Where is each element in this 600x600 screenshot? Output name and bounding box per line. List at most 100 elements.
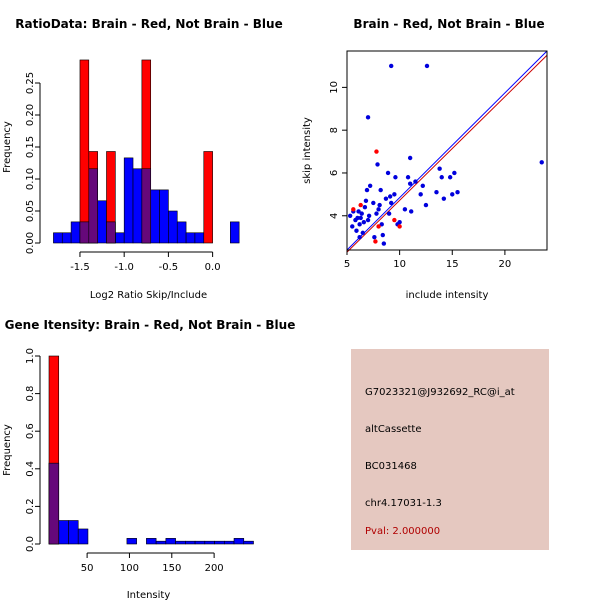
bar-not-brain	[61, 232, 72, 244]
bar-not-brain	[185, 232, 196, 244]
bar-not-brain	[58, 520, 69, 545]
point-brain	[358, 202, 363, 208]
point-not-brain	[355, 215, 360, 221]
point-not-brain	[357, 234, 362, 240]
point-not-brain	[350, 224, 355, 229]
bar-not-brain	[159, 189, 169, 244]
bar-overlap	[79, 221, 90, 244]
point-not-brain	[376, 207, 381, 212]
bar-not-brain	[68, 520, 79, 545]
x-tick-label: -1.5	[70, 262, 90, 273]
point-not-brain	[361, 219, 367, 225]
point-not-brain	[407, 155, 413, 161]
y-tick-label: 0.4	[25, 461, 36, 477]
point-not-brain	[371, 200, 376, 206]
point-not-brain	[402, 207, 408, 212]
bar-not-brain	[194, 540, 206, 545]
point-not-brain	[393, 175, 398, 180]
bar-not-brain	[204, 540, 215, 545]
point-brain	[392, 217, 397, 223]
y-tick-label: 0.15	[25, 136, 36, 158]
x-tick-label: 10	[393, 259, 406, 270]
point-not-brain	[413, 179, 418, 184]
bar-overlap	[141, 168, 152, 244]
gene-info-panel: G7023321@J932692_RC@i_at altCassette BC0…	[351, 349, 549, 550]
x-tick-label: 5	[344, 259, 350, 270]
point-not-brain	[441, 196, 447, 201]
y-axis-label: Frequency	[2, 424, 13, 476]
point-not-brain	[418, 192, 423, 197]
bar-not-brain	[115, 232, 125, 244]
bar-not-brain	[185, 540, 196, 545]
point-not-brain	[423, 202, 429, 208]
bar-brain	[79, 59, 90, 244]
bar-not-brain	[146, 538, 157, 545]
bar-not-brain	[233, 538, 245, 545]
bar-overlap	[88, 168, 98, 244]
bar-overlap	[48, 462, 60, 545]
y-tick-label: 0.10	[25, 168, 36, 190]
point-not-brain	[405, 175, 411, 180]
bar-not-brain	[165, 538, 176, 545]
point-brain	[374, 149, 379, 154]
bar-not-brain	[223, 540, 235, 545]
bar-not-brain	[53, 232, 63, 244]
point-not-brain	[365, 217, 371, 223]
point-not-brain	[387, 194, 393, 199]
point-not-brain	[424, 63, 430, 69]
x-axis-label: Log2 Ratio Skip/Include	[90, 290, 207, 301]
y-tick-label: 0.05	[25, 200, 36, 222]
point-not-brain	[378, 187, 383, 193]
probe-id: G7023321@J932692_RC@i_at	[365, 387, 515, 398]
point-brain	[376, 224, 381, 229]
point-not-brain	[379, 222, 384, 227]
point-not-brain	[455, 190, 460, 195]
point-not-brain	[386, 211, 392, 216]
point-not-brain	[356, 209, 361, 214]
point-not-brain	[450, 192, 455, 197]
point-not-brain	[380, 232, 385, 238]
x-tick-label: 0.0	[205, 262, 221, 273]
y-tick-label: 0.0	[25, 536, 36, 552]
y-tick-label: 0.2	[25, 498, 36, 514]
x-tick-label: 50	[81, 563, 94, 574]
x-tick-label: 20	[499, 259, 512, 270]
x-tick-label: 200	[205, 563, 224, 574]
x-axis-label: Intensity	[127, 590, 171, 600]
point-not-brain	[420, 183, 425, 189]
bar-not-brain	[176, 221, 187, 244]
point-not-brain	[364, 187, 370, 193]
point-not-brain	[439, 175, 444, 180]
y-tick-label: 0.20	[25, 104, 36, 126]
y-tick-label: 1.0	[25, 348, 36, 364]
point-brain	[351, 207, 356, 212]
point-not-brain	[385, 170, 391, 176]
point-not-brain	[447, 175, 453, 180]
x-tick-label: 150	[162, 563, 181, 574]
point-not-brain	[358, 215, 363, 221]
point-not-brain	[539, 160, 544, 165]
point-not-brain	[434, 190, 439, 195]
point-not-brain	[377, 202, 382, 208]
bar-not-brain	[126, 538, 137, 545]
point-not-brain	[389, 200, 394, 206]
bar-not-brain	[150, 189, 160, 244]
point-not-brain	[347, 213, 353, 218]
y-tick-label: 0.00	[25, 232, 36, 254]
genomic-location: chr4.17031-1.3	[365, 498, 442, 509]
bar-not-brain	[175, 540, 186, 545]
point-not-brain	[367, 183, 373, 189]
point-not-brain	[397, 219, 402, 225]
point-brain	[373, 239, 378, 244]
p-value: Pval: 2.000000	[365, 526, 441, 537]
point-not-brain	[366, 213, 372, 218]
fit-line	[346, 54, 548, 253]
point-not-brain	[389, 63, 394, 69]
y-tick-label: 4	[329, 213, 340, 219]
y-axis-label: Frequency	[2, 121, 13, 173]
point-not-brain	[383, 196, 389, 201]
point-brain	[397, 224, 402, 229]
bar-not-brain	[123, 157, 134, 244]
intensity-scatter: Brain - Red, Not Brain - Blue include int…	[302, 17, 548, 301]
